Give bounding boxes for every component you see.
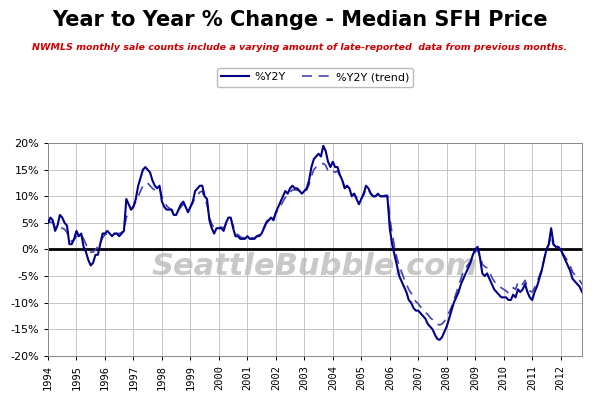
Text: NWMLS monthly sale counts include a varying amount of late-reported  data from p: NWMLS monthly sale counts include a vary… xyxy=(32,43,568,52)
Text: SeattleBubble.com: SeattleBubble.com xyxy=(152,252,478,281)
Text: Year to Year % Change - Median SFH Price: Year to Year % Change - Median SFH Price xyxy=(52,10,548,30)
Legend: %Y2Y, %Y2Y (trend): %Y2Y, %Y2Y (trend) xyxy=(217,68,413,87)
